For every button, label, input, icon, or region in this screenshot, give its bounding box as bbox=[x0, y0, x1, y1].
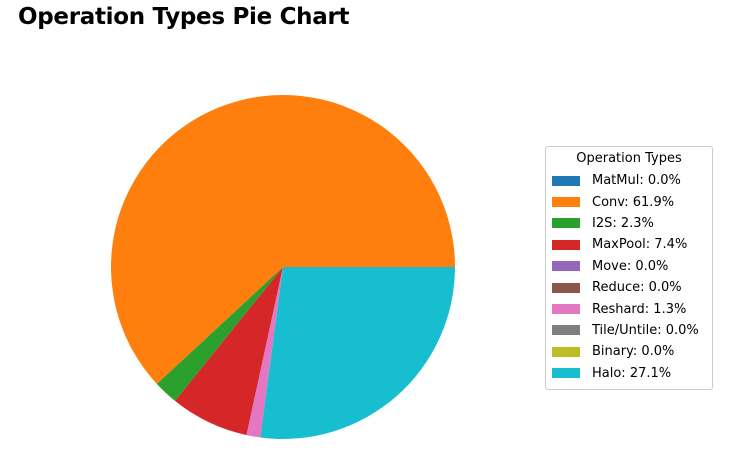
legend-item: Binary: 0.0% bbox=[546, 341, 712, 362]
legend-item: Halo: 27.1% bbox=[546, 363, 712, 384]
legend-item: Tile/Untile: 0.0% bbox=[546, 320, 712, 341]
legend-label: Tile/Untile: 0.0% bbox=[592, 322, 699, 338]
legend-item: MatMul: 0.0% bbox=[546, 170, 712, 191]
legend-label: Conv: 61.9% bbox=[592, 194, 675, 210]
legend-label: Binary: 0.0% bbox=[592, 344, 675, 360]
legend-swatch bbox=[552, 197, 580, 208]
legend-label: MaxPool: 7.4% bbox=[592, 237, 688, 253]
legend-swatch bbox=[552, 368, 580, 379]
legend-swatch bbox=[552, 261, 580, 272]
legend-item: Conv: 61.9% bbox=[546, 191, 712, 212]
legend-swatch bbox=[552, 239, 580, 250]
legend-item: Move: 0.0% bbox=[546, 256, 712, 277]
pie-slices bbox=[110, 94, 455, 439]
legend-label: Move: 0.0% bbox=[592, 258, 669, 274]
pie-slice-halo bbox=[260, 267, 455, 439]
legend-label: Halo: 27.1% bbox=[592, 365, 672, 381]
legend-items: MatMul: 0.0% Conv: 61.9% I2S: 2.3% MaxPool:… bbox=[546, 170, 712, 384]
legend-item: I2S: 2.3% bbox=[546, 213, 712, 234]
legend-swatch bbox=[552, 325, 580, 336]
legend-swatch bbox=[552, 218, 580, 229]
legend-label: I2S: 2.3% bbox=[592, 215, 654, 231]
chart-legend: Operation Types MatMul: 0.0% Conv: 61.9% I… bbox=[545, 146, 713, 390]
legend-title: Operation Types bbox=[576, 151, 682, 166]
legend-swatch bbox=[552, 282, 580, 293]
legend-item: MaxPool: 7.4% bbox=[546, 234, 712, 255]
legend-swatch bbox=[552, 304, 580, 315]
legend-item: Reshard: 1.3% bbox=[546, 298, 712, 319]
legend-label: Reshard: 1.3% bbox=[592, 301, 687, 317]
legend-label: MatMul: 0.0% bbox=[592, 173, 681, 189]
pie-slice-reshard bbox=[246, 267, 283, 438]
legend-item: Reduce: 0.0% bbox=[546, 277, 712, 298]
legend-swatch bbox=[552, 346, 580, 357]
pie-slice-maxpool bbox=[175, 267, 283, 436]
page-title: Operation Types Pie Chart bbox=[18, 4, 350, 30]
legend-swatch bbox=[552, 175, 580, 186]
legend-label: Reduce: 0.0% bbox=[592, 280, 682, 296]
pie-slice-conv bbox=[110, 94, 455, 384]
pie-slice-i2s bbox=[156, 267, 283, 401]
